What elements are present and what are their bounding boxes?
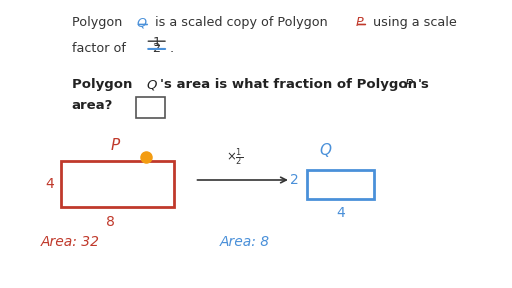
- Text: $Q$: $Q$: [136, 16, 147, 30]
- Text: $Q$: $Q$: [319, 141, 333, 159]
- Text: $P$: $P$: [110, 137, 121, 153]
- Text: Area: 32: Area: 32: [41, 235, 100, 249]
- Bar: [136, 97, 165, 118]
- Text: 's area is what fraction of Polygon: 's area is what fraction of Polygon: [160, 78, 421, 91]
- Bar: [61, 161, 174, 207]
- Text: Polygon: Polygon: [72, 78, 137, 91]
- Bar: [307, 170, 374, 199]
- Text: is a scaled copy of Polygon: is a scaled copy of Polygon: [151, 16, 332, 29]
- Text: 2: 2: [290, 173, 298, 187]
- Text: $P$: $P$: [404, 78, 414, 91]
- Text: $P$: $P$: [355, 16, 365, 29]
- Text: 4: 4: [336, 206, 345, 220]
- Text: factor of: factor of: [72, 42, 130, 55]
- Text: 1: 1: [152, 36, 160, 49]
- Text: 's: 's: [417, 78, 429, 91]
- Text: 2: 2: [152, 42, 160, 55]
- Text: .: .: [170, 42, 174, 55]
- Text: using a scale: using a scale: [369, 16, 456, 29]
- Text: area?: area?: [72, 99, 113, 112]
- Text: $Q$: $Q$: [146, 78, 158, 92]
- Text: 4: 4: [148, 107, 153, 116]
- Text: 4: 4: [45, 177, 54, 191]
- Text: 8: 8: [105, 215, 115, 229]
- Text: Area: 8: Area: 8: [220, 235, 270, 249]
- Text: 1: 1: [148, 100, 153, 109]
- Text: Polygon: Polygon: [72, 16, 126, 29]
- Text: $\times\frac{1}{2}$: $\times\frac{1}{2}$: [226, 147, 243, 168]
